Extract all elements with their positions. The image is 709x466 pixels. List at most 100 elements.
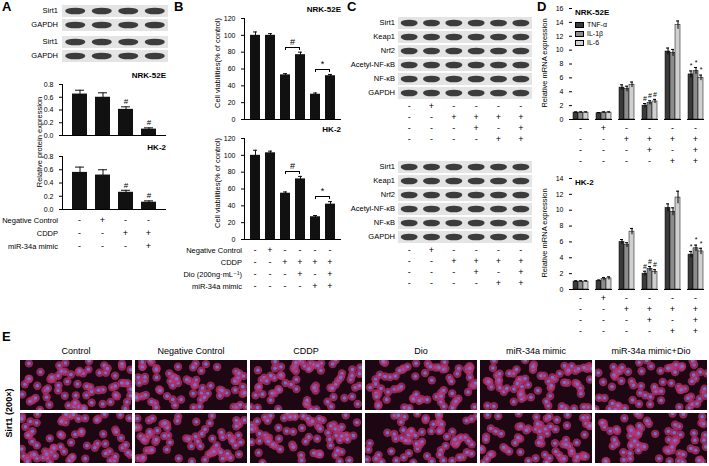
svg-text:0.0: 0.0: [44, 132, 54, 139]
svg-text:#: #: [648, 258, 652, 265]
html-text:Relative mRNA expression: Relative mRNA expression: [540, 188, 550, 278]
svg-text:6: 6: [560, 74, 564, 81]
svg-text:*: *: [690, 62, 693, 69]
svg-text:#: #: [653, 261, 657, 268]
svg-text:#: #: [653, 91, 657, 98]
html-text:miR-34a mimic: miR-34a mimic: [8, 242, 58, 251]
svg-text:#: #: [643, 263, 647, 270]
svg-text:#: #: [643, 95, 647, 102]
svg-text:14: 14: [556, 19, 564, 26]
svg-text:40: 40: [228, 82, 236, 89]
svg-text:10: 10: [556, 206, 564, 213]
svg-text:8: 8: [560, 60, 564, 67]
svg-text:0.4: 0.4: [44, 106, 54, 113]
html-text:Sirt1: Sirt1: [42, 6, 58, 15]
svg-text:*: *: [695, 236, 698, 243]
html-text:Relative protein expression: Relative protein expression: [35, 96, 45, 188]
html-text:Dio (200ng·mL⁻¹): Dio (200ng·mL⁻¹): [183, 270, 242, 279]
html-text:Cell viabilities(% of control): Cell viabilities(% of control): [213, 18, 223, 108]
html-text:Negative Control: Negative Control: [157, 346, 225, 356]
svg-text:10: 10: [556, 46, 564, 53]
html-text:Negative Control: Negative Control: [2, 216, 58, 225]
html-text:NRK-52E: NRK-52E: [131, 71, 166, 80]
svg-text:*: *: [690, 243, 693, 250]
html-text:miR-34a mimic: miR-34a mimic: [192, 282, 242, 291]
svg-text:0: 0: [560, 116, 564, 123]
svg-text:0.8: 0.8: [44, 81, 54, 88]
svg-text:0: 0: [560, 286, 564, 293]
svg-text:100: 100: [224, 32, 236, 39]
svg-text:120: 120: [224, 15, 236, 22]
svg-text:0: 0: [232, 236, 236, 243]
html-text:GAPDH: GAPDH: [368, 88, 395, 97]
html-text:A: A: [2, 0, 12, 14]
svg-text:0.0: 0.0: [44, 206, 54, 213]
svg-text:0.4: 0.4: [44, 179, 54, 186]
svg-text:4: 4: [560, 254, 564, 261]
svg-text:4: 4: [560, 88, 564, 95]
svg-text:100: 100: [224, 152, 236, 159]
svg-text:*: *: [700, 66, 703, 73]
svg-text:0.8: 0.8: [44, 153, 54, 160]
html-text:HK-2: HK-2: [575, 178, 594, 187]
svg-text:#: #: [648, 92, 652, 99]
html-text:D: D: [537, 0, 547, 14]
html-text:Keap1: Keap1: [373, 32, 395, 41]
svg-text:#: #: [147, 118, 152, 127]
svg-text:20: 20: [228, 219, 236, 226]
html-text:Acetyl-NF-κB: Acetyl-NF-κB: [350, 204, 395, 213]
html-text:miR-34a mimic: miR-34a mimic: [506, 346, 566, 356]
svg-text:6: 6: [560, 238, 564, 245]
svg-text:60: 60: [228, 65, 236, 72]
svg-text:0.2: 0.2: [44, 119, 54, 126]
html-text:Keap1: Keap1: [373, 176, 395, 185]
svg-text:20: 20: [228, 99, 236, 106]
svg-text:60: 60: [228, 185, 236, 192]
html-text:NF-κB: NF-κB: [373, 74, 395, 83]
svg-text:12: 12: [556, 191, 564, 198]
html-text:HK-2: HK-2: [147, 143, 166, 152]
html-text:Relative mRNA expression: Relative mRNA expression: [540, 18, 550, 108]
svg-text:*: *: [700, 240, 703, 247]
svg-text:0.2: 0.2: [44, 192, 54, 199]
svg-text:12: 12: [556, 32, 564, 39]
svg-text:#: #: [147, 191, 152, 200]
svg-text:14: 14: [556, 175, 564, 182]
html-text:NRK-52E: NRK-52E: [575, 8, 610, 17]
svg-text:2: 2: [560, 102, 564, 109]
svg-text:8: 8: [560, 222, 564, 229]
svg-text:40: 40: [228, 202, 236, 209]
html-text:Control: Control: [61, 346, 91, 356]
html-text:HK-2: HK-2: [322, 125, 341, 134]
svg-text:0.6: 0.6: [44, 93, 54, 100]
html-text:Sirt1: Sirt1: [42, 37, 58, 46]
svg-text:*: *: [695, 59, 698, 66]
html-text:GAPDH: GAPDH: [31, 51, 58, 60]
svg-text:80: 80: [228, 168, 236, 175]
html-text:CDDP: CDDP: [36, 229, 58, 238]
html-text:CDDP: CDDP: [293, 346, 319, 356]
html-text:Nrf2: Nrf2: [380, 190, 395, 199]
html-text:Cell viabilities(% of control): Cell viabilities(% of control): [213, 138, 223, 228]
html-text:Nrf2: Nrf2: [380, 46, 395, 55]
html-text:Sirt1 (200×): Sirt1 (200×): [3, 388, 14, 438]
html-text:C: C: [347, 0, 357, 14]
svg-text:0.6: 0.6: [44, 166, 54, 173]
html-text:CDDP: CDDP: [220, 258, 242, 267]
svg-text:#: #: [124, 97, 129, 106]
html-text:NRK-52E: NRK-52E: [306, 5, 341, 14]
svg-text:#: #: [124, 181, 129, 190]
svg-text:80: 80: [228, 48, 236, 55]
html-text:Sirt1: Sirt1: [379, 18, 395, 27]
svg-text:16: 16: [556, 5, 564, 12]
html-text:GAPDH: GAPDH: [31, 20, 58, 29]
html-text:Dio: Dio: [414, 346, 428, 356]
html-text:B: B: [174, 0, 184, 14]
html-text:Sirt1: Sirt1: [379, 162, 395, 171]
html-text:Acetyl-NF-κB: Acetyl-NF-κB: [350, 60, 395, 69]
html-text:Negative Control: Negative Control: [186, 246, 242, 255]
svg-text:0: 0: [232, 116, 236, 123]
html-text:miR-34a mimic+Dio: miR-34a mimic+Dio: [611, 346, 691, 356]
svg-text:120: 120: [224, 135, 236, 142]
svg-text:2: 2: [560, 270, 564, 277]
